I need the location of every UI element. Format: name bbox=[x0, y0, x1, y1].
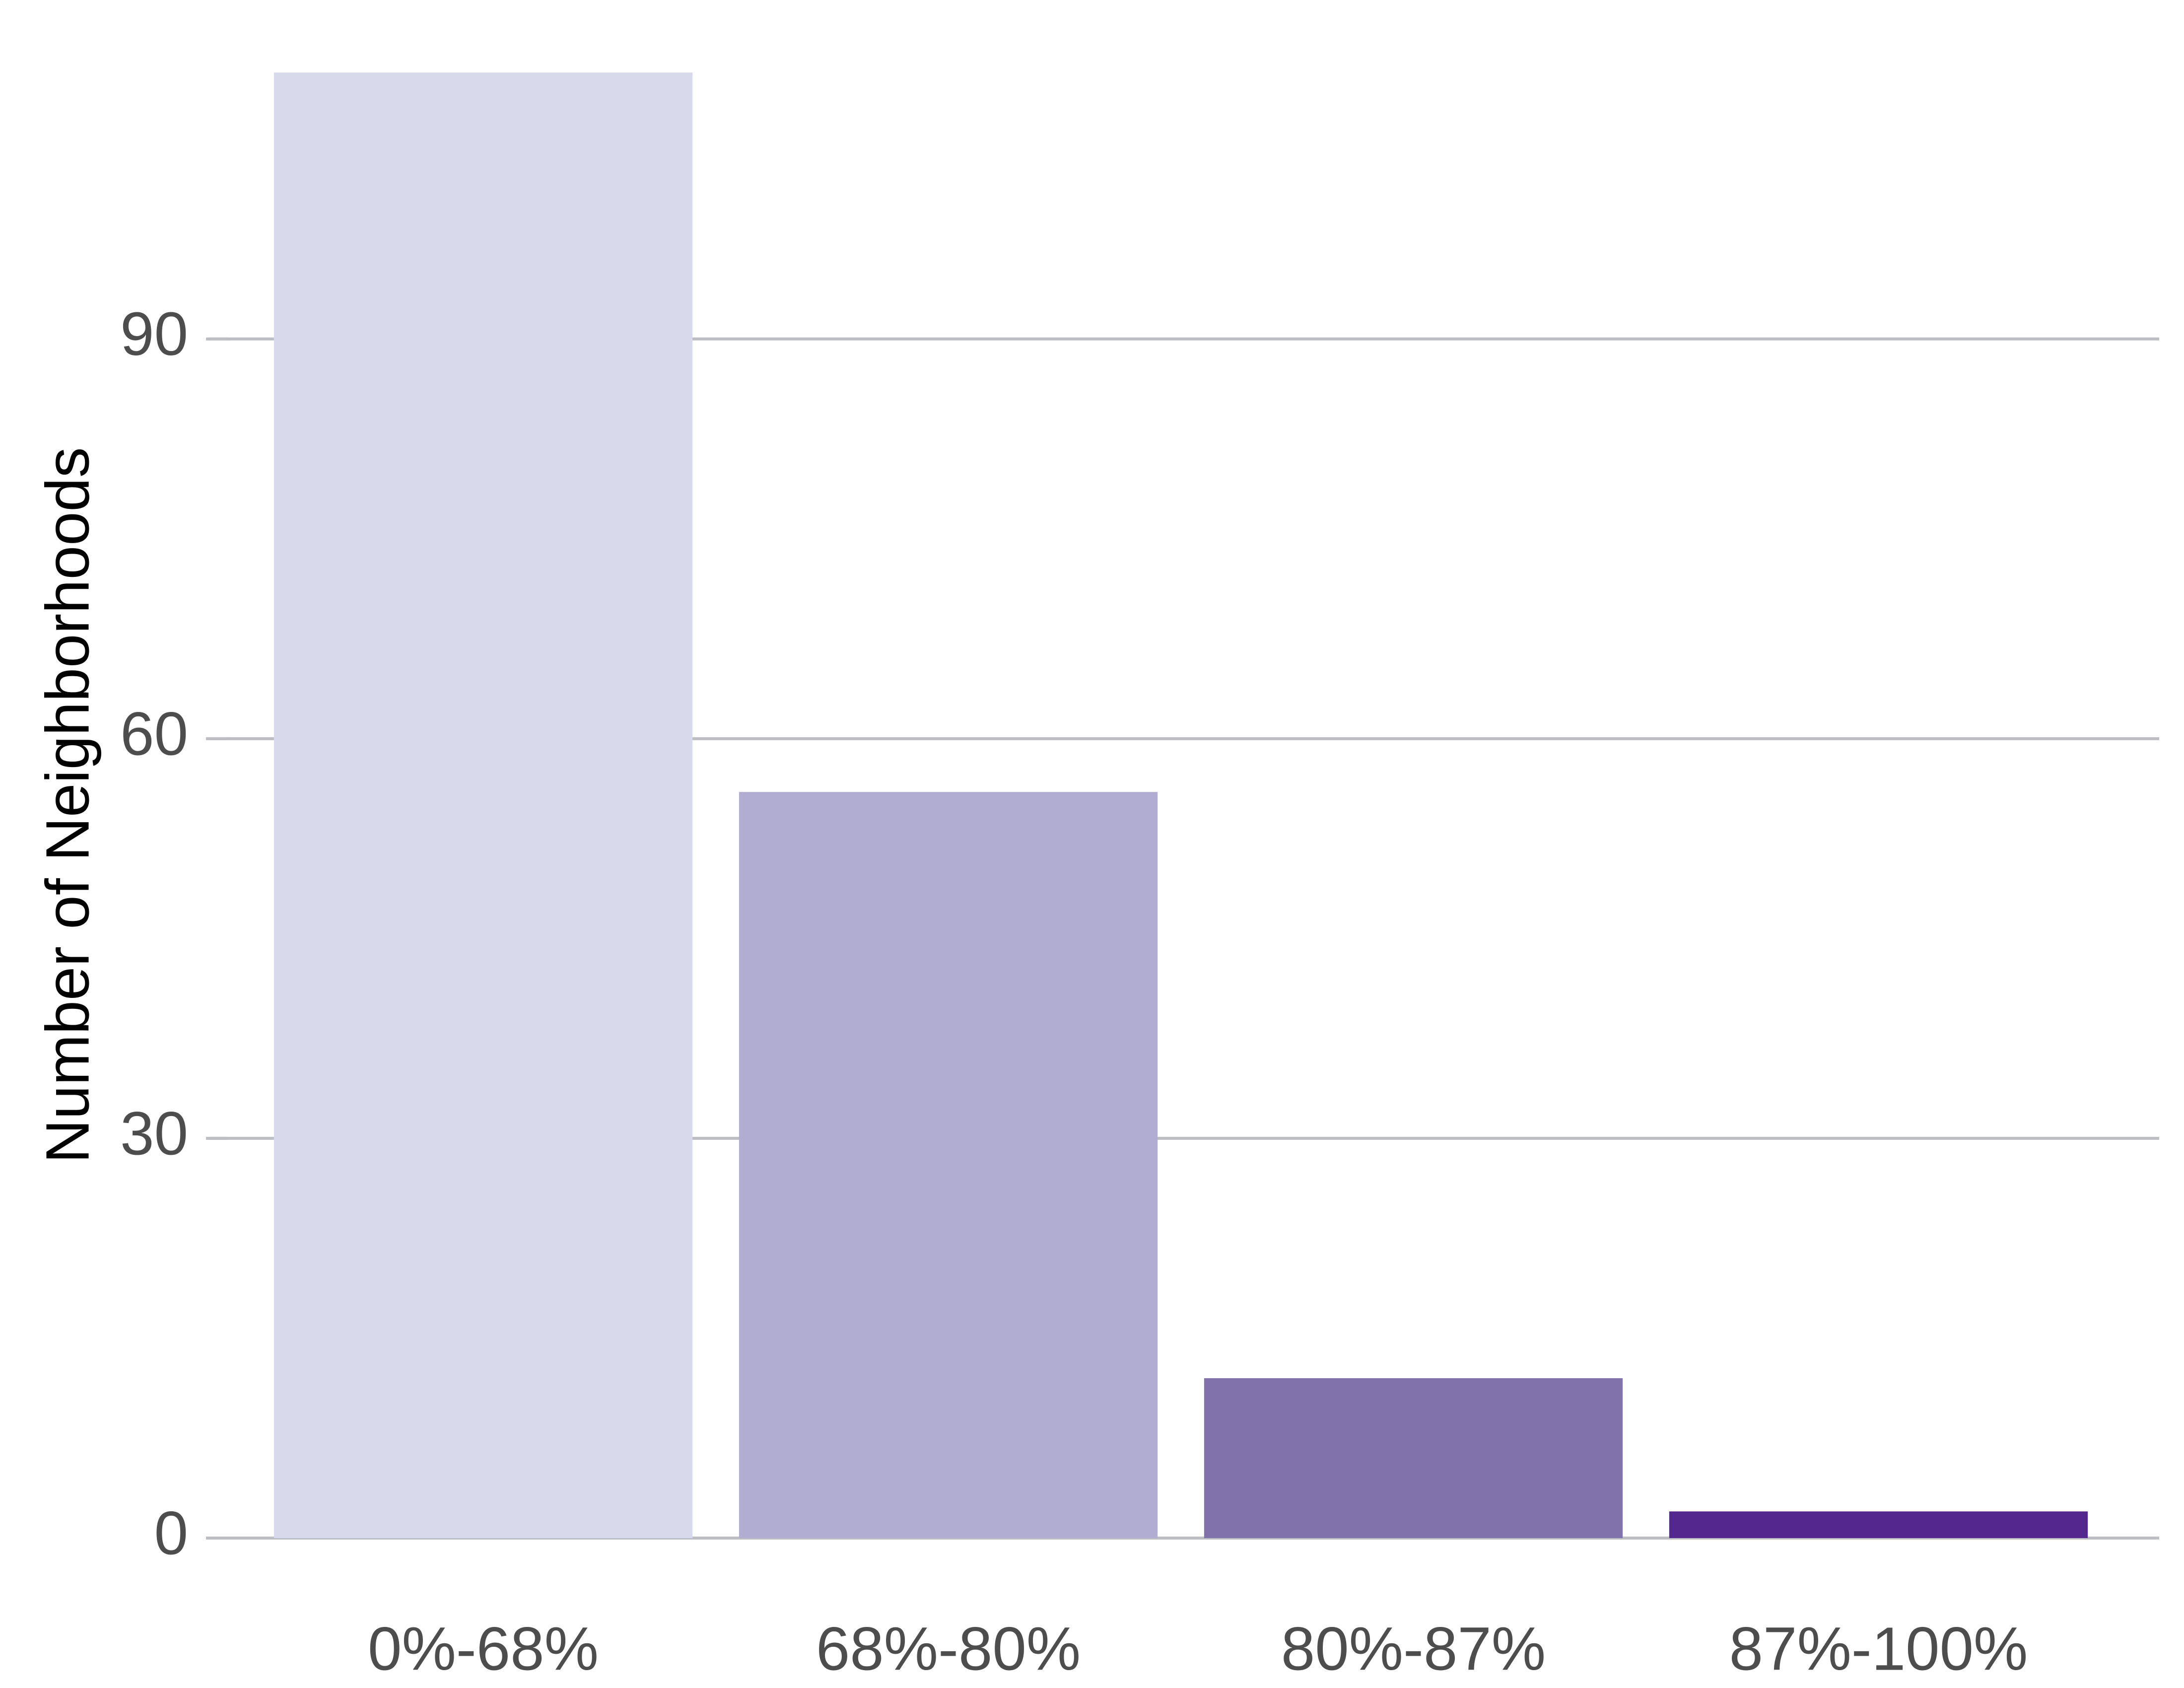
x-tick-label: 68%-80% bbox=[816, 1615, 1081, 1683]
x-tick-label: 87%-100% bbox=[1729, 1615, 2028, 1683]
bar bbox=[739, 792, 1158, 1538]
y-tick-label: 90 bbox=[120, 300, 188, 368]
x-tick-label: 0%-68% bbox=[368, 1615, 599, 1683]
y-tick-label: 60 bbox=[120, 700, 188, 768]
bar bbox=[273, 72, 693, 1538]
x-tick-label: 80%-87% bbox=[1281, 1615, 1546, 1683]
y-tick-label: 30 bbox=[120, 1100, 188, 1168]
y-tick-label: 0 bbox=[154, 1499, 188, 1567]
bar bbox=[1204, 1378, 1623, 1538]
y-axis-title: Number of Neighborhoods bbox=[34, 447, 102, 1164]
bar bbox=[1669, 1511, 2088, 1538]
